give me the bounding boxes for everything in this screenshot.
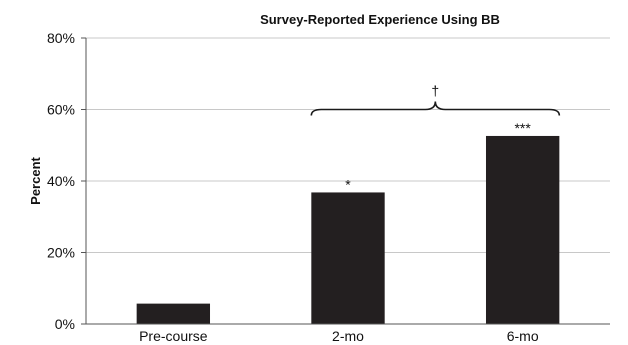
significance-annotations: ****† (310, 83, 561, 192)
y-tick-labels: 0% 20% 40% 60% 80% (47, 30, 75, 332)
bars (136, 135, 560, 324)
x-category-label: 2-mo (332, 328, 364, 344)
x-category-labels: Pre-course 2-mo 6-mo (139, 328, 539, 344)
y-tick-label: 40% (47, 173, 75, 189)
y-tick-label: 60% (47, 102, 75, 118)
x-category-label: Pre-course (139, 328, 208, 344)
bar-6-mo (485, 135, 560, 324)
bar-2-mo (311, 192, 385, 324)
chart-title: Survey-Reported Experience Using BB (260, 12, 500, 27)
significance-label: * (345, 176, 351, 192)
y-tick-label: 20% (47, 245, 75, 261)
significance-label: *** (514, 120, 531, 136)
bar-pre-course (136, 303, 211, 324)
x-category-label: 6-mo (507, 328, 539, 344)
y-axis-label: Percent (28, 156, 43, 204)
axes (81, 37, 610, 325)
y-tick-label: 0% (55, 316, 75, 332)
bracket-dagger-label: † (431, 83, 439, 99)
significance-bracket (310, 101, 561, 116)
y-tick-label: 80% (47, 30, 75, 46)
